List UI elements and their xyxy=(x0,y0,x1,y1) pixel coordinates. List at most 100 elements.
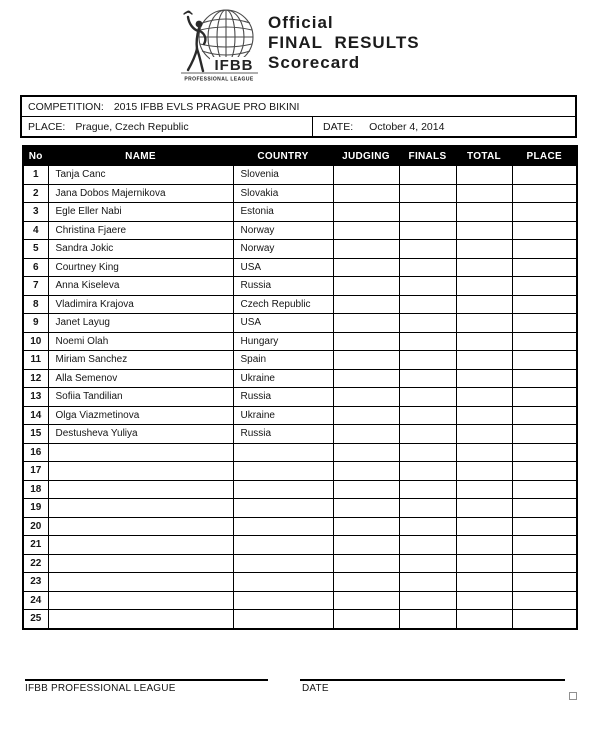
cell-judging xyxy=(332,553,400,573)
cell-name: Egle Eller Nabi xyxy=(47,202,234,222)
table-row: 24 xyxy=(22,590,578,610)
cell-country xyxy=(232,609,334,629)
date-value: October 4, 2014 xyxy=(369,120,445,133)
cell-finals xyxy=(398,424,457,444)
column-header-finals: FINALS xyxy=(398,145,457,166)
cell-total xyxy=(455,350,513,370)
column-header-judging: JUDGING xyxy=(332,145,400,166)
cell-place xyxy=(511,535,578,555)
table-row: 15 Destusheva Yuliya Russia xyxy=(22,424,578,444)
competition-value: 2015 IFBB EVLS PRAGUE PRO BIKINI xyxy=(113,100,300,113)
date-cell: DATE: October 4, 2014 xyxy=(313,117,575,136)
place-cell: PLACE: Prague, Czech Republic xyxy=(22,117,313,136)
cell-place xyxy=(511,331,578,351)
cell-finals xyxy=(398,590,457,610)
competition-row: COMPETITION: 2015 IFBB EVLS PRAGUE PRO B… xyxy=(22,97,575,117)
cell-total xyxy=(455,405,513,425)
cell-place xyxy=(511,590,578,610)
column-header-country: COUNTRY xyxy=(232,145,334,166)
cell-country: Russia xyxy=(232,424,334,444)
cell-no: 7 xyxy=(22,276,49,296)
table-row: 16 xyxy=(22,442,578,462)
table-row: 22 xyxy=(22,553,578,573)
cell-judging xyxy=(332,239,400,259)
cell-name: Tanja Canc xyxy=(47,165,234,185)
table-row: 7 Anna Kiseleva Russia xyxy=(22,276,578,296)
cell-country: Norway xyxy=(232,220,334,240)
results-body: 1 Tanja Canc Slovenia 2 Jana Dobos Majerniko… xyxy=(22,165,578,629)
cell-judging xyxy=(332,479,400,499)
cell-no: 18 xyxy=(22,479,49,499)
cell-total xyxy=(455,535,513,555)
cell-name: Olga Viazmetinova xyxy=(47,405,234,425)
cell-judging xyxy=(332,424,400,444)
cell-finals xyxy=(398,257,457,277)
cell-judging xyxy=(332,535,400,555)
cell-judging xyxy=(332,368,400,388)
cell-country xyxy=(232,442,334,462)
cell-total xyxy=(455,424,513,444)
cell-name xyxy=(47,516,234,536)
cell-total xyxy=(455,276,513,296)
cell-place xyxy=(511,294,578,314)
date-label: DATE: xyxy=(323,120,354,133)
cell-judging xyxy=(332,183,400,203)
cell-place xyxy=(511,516,578,536)
cell-judging xyxy=(332,461,400,481)
competition-info-box: COMPETITION: 2015 IFBB EVLS PRAGUE PRO B… xyxy=(20,95,577,138)
cell-total xyxy=(455,516,513,536)
cell-finals xyxy=(398,498,457,518)
cell-judging xyxy=(332,609,400,629)
cell-name xyxy=(47,461,234,481)
cell-no: 1 xyxy=(22,165,49,185)
column-header-total: TOTAL xyxy=(455,145,513,166)
cell-finals xyxy=(398,350,457,370)
table-row: 3 Egle Eller Nabi Estonia xyxy=(22,202,578,222)
table-row: 8 Vladimira Krajova Czech Republic xyxy=(22,294,578,314)
cell-judging xyxy=(332,405,400,425)
results-table: No NAME COUNTRY JUDGING FINALS TOTAL PLA… xyxy=(22,145,578,630)
signature-label-date: DATE xyxy=(302,683,329,694)
table-row: 4 Christina Fjaere Norway xyxy=(22,220,578,240)
cell-name xyxy=(47,553,234,573)
cell-no: 5 xyxy=(22,239,49,259)
cell-finals xyxy=(398,239,457,259)
table-row: 9 Janet Layug USA xyxy=(22,313,578,333)
cell-finals xyxy=(398,220,457,240)
cell-country: Spain xyxy=(232,350,334,370)
cell-no: 22 xyxy=(22,553,49,573)
cell-no: 21 xyxy=(22,535,49,555)
cell-country: Hungary xyxy=(232,331,334,351)
cell-place xyxy=(511,498,578,518)
cell-place xyxy=(511,572,578,592)
bodybuilder-figure-icon xyxy=(183,10,207,73)
cell-name: Destusheva Yuliya xyxy=(47,424,234,444)
cell-name xyxy=(47,609,234,629)
globe-icon xyxy=(198,9,254,65)
cell-judging xyxy=(332,276,400,296)
cell-no: 4 xyxy=(22,220,49,240)
cell-name xyxy=(47,442,234,462)
cell-country: Slovenia xyxy=(232,165,334,185)
cell-country: Czech Republic xyxy=(232,294,334,314)
cell-judging xyxy=(332,442,400,462)
table-row: 6 Courtney King USA xyxy=(22,257,578,277)
cell-place xyxy=(511,276,578,296)
table-row: 10 Noemi Olah Hungary xyxy=(22,331,578,351)
cell-no: 12 xyxy=(22,368,49,388)
cell-place xyxy=(511,313,578,333)
cell-name xyxy=(47,572,234,592)
cell-no: 13 xyxy=(22,387,49,407)
cell-judging xyxy=(332,387,400,407)
place-value: Prague, Czech Republic xyxy=(75,120,189,133)
signature-label-league: IFBB PROFESSIONAL LEAGUE xyxy=(25,683,176,694)
cell-total xyxy=(455,590,513,610)
cell-finals xyxy=(398,442,457,462)
cell-finals xyxy=(398,165,457,185)
cell-judging xyxy=(332,350,400,370)
cell-country xyxy=(232,572,334,592)
title-line-scorecard: Scorecard xyxy=(268,53,361,72)
cell-total xyxy=(455,442,513,462)
place-date-row: PLACE: Prague, Czech Republic DATE: Octo… xyxy=(22,117,575,136)
cell-place xyxy=(511,165,578,185)
